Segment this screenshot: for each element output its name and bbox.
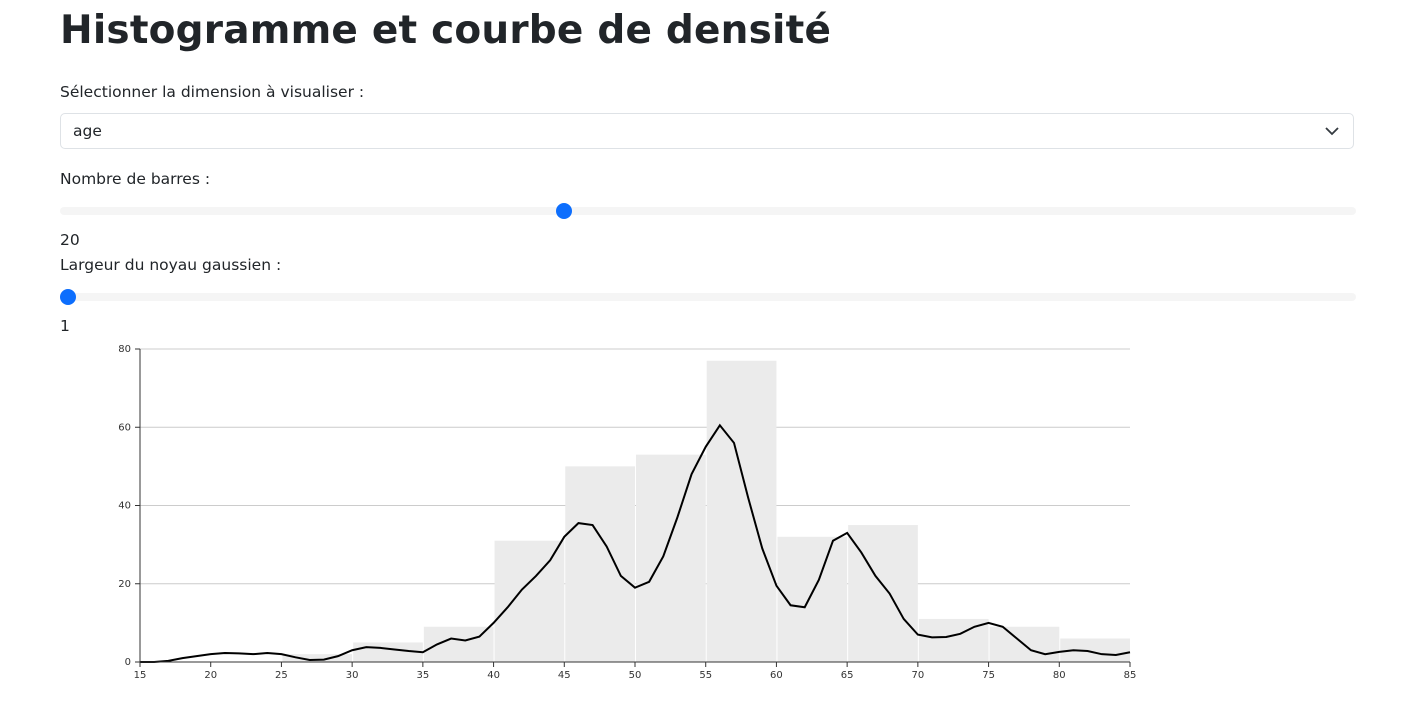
x-tick-label: 35 [416, 670, 429, 681]
x-tick-label: 55 [699, 670, 712, 681]
x-tick-label: 60 [770, 670, 783, 681]
x-tick-label: 15 [134, 670, 147, 681]
histogram-bar [494, 540, 565, 662]
bandwidth-value: 1 [60, 317, 70, 335]
x-tick-label: 80 [1053, 670, 1066, 681]
x-tick-label: 65 [841, 670, 854, 681]
x-tick-label: 25 [275, 670, 288, 681]
x-tick-label: 30 [346, 670, 359, 681]
chevron-icon [1325, 127, 1339, 136]
y-tick-label: 80 [118, 344, 131, 355]
histogram-bar [777, 536, 848, 662]
bars-label: Nombre de barres : [60, 170, 211, 188]
x-tick-label: 20 [204, 670, 217, 681]
histogram-bar [565, 466, 635, 662]
bandwidth-label: Largeur du noyau gaussien : [60, 256, 282, 274]
chart: 0 20 40 60 80 15 20 25 30 35 40 45 50 55 60 65 70 75 80 85 [118, 344, 1137, 681]
x-tick-label: 75 [982, 670, 995, 681]
y-tick-label: 0 [125, 657, 131, 668]
y-tick-label: 20 [118, 579, 131, 590]
density-curve [140, 423, 1131, 663]
histogram-bar [282, 654, 353, 662]
x-tick-label: 45 [558, 670, 571, 681]
y-tick-label: 60 [118, 422, 131, 433]
histogram-bar [706, 360, 777, 662]
bandwidth-slider[interactable] [60, 287, 1356, 307]
select-label: Sélectionner la dimension à visualiser : [60, 83, 365, 101]
select-value: age [73, 122, 102, 140]
x-tick-label: 70 [911, 670, 924, 681]
y-tick-label: 40 [118, 501, 131, 512]
x-tick-label: 50 [629, 670, 642, 681]
x-tick-label: 40 [487, 670, 500, 681]
page-title: Histogramme et courbe de densité [60, 8, 832, 53]
bars-slider[interactable] [60, 201, 1356, 221]
x-tick-label: 85 [1124, 670, 1137, 681]
histogram-bar [636, 454, 706, 662]
histogram-bar [1060, 638, 1130, 662]
bars-value: 20 [60, 231, 80, 249]
dimension-select[interactable]: age [60, 113, 1354, 149]
histogram-bar [848, 525, 918, 662]
